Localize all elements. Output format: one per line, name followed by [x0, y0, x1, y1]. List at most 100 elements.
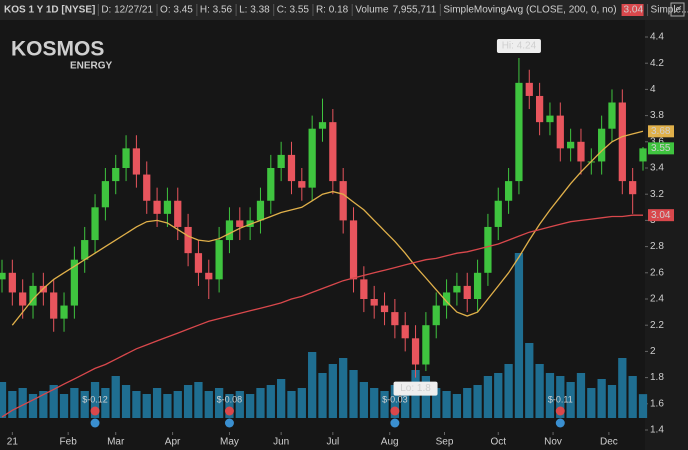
header-item: D: 12/27/21 [101, 5, 153, 16]
candle-body [184, 226, 192, 254]
header-item: L: 3.38 [239, 5, 270, 16]
candle-body [380, 305, 389, 313]
volume-bar [380, 391, 389, 418]
volume-bar [121, 385, 131, 418]
symbol: KOS 1 Y 1D [NYSE] [4, 5, 95, 16]
volume-bar [204, 391, 213, 418]
price-badge [648, 209, 674, 222]
volume-bar [401, 382, 410, 418]
candle-body [153, 200, 161, 214]
settings-line[interactable] [673, 5, 682, 14]
y-tick-label: 1.6 [650, 398, 664, 409]
x-tick-label: Apr [165, 437, 181, 448]
volume-bar [39, 391, 48, 418]
volume-bar [80, 391, 89, 418]
volume-bar [297, 388, 306, 418]
candle-body [442, 292, 451, 306]
candle-body [370, 299, 378, 306]
candle-body [463, 285, 471, 299]
candle-body [112, 168, 120, 182]
candle-body [494, 200, 502, 227]
x-tick-label: May [220, 437, 239, 448]
volume-bar [349, 370, 358, 418]
candle-body [163, 200, 172, 214]
candle-body [360, 279, 368, 299]
volume-bar [152, 388, 162, 418]
earnings-icon [390, 406, 400, 416]
candle-body [8, 272, 16, 293]
candle-body [70, 259, 78, 306]
earnings-label: $-0.12 [82, 394, 108, 404]
x-tick-label: Dec [600, 437, 618, 448]
y-tick-label: 2.6 [650, 267, 664, 278]
earnings-icon [90, 406, 100, 416]
price-badge-label: 3.55 [651, 143, 671, 154]
candle-body [567, 141, 575, 149]
volume-bar [90, 382, 100, 418]
volume-bar [587, 388, 596, 418]
candle-body [391, 312, 399, 326]
volume-bar [370, 388, 379, 418]
candle-body [504, 181, 513, 201]
annotation-text: Lo: 1.8 [400, 383, 431, 394]
header-item: H: 3.56 [200, 5, 233, 16]
volume-bar [163, 394, 172, 418]
candle-body [225, 220, 234, 241]
volume-bar [597, 379, 606, 418]
dividend-icon [555, 418, 565, 428]
x-tick-label: Mar [107, 437, 125, 448]
volume-bar [421, 376, 431, 418]
moving-average [1, 214, 643, 418]
volume-bar [225, 394, 234, 418]
candle-body [91, 207, 99, 241]
volume-bar [442, 391, 451, 418]
logo-name: KOSMOS [11, 38, 104, 61]
candle-body [29, 285, 37, 306]
volume-bar [142, 394, 151, 418]
volume-bar [535, 364, 544, 418]
candle-body [453, 285, 461, 293]
y-tick-label: 2.4 [650, 294, 664, 305]
volume-bar [287, 391, 296, 418]
settings-box[interactable] [670, 2, 685, 17]
volume-bar [545, 373, 555, 418]
volume-bar [18, 388, 27, 418]
y-tick-label: 3.4 [650, 163, 664, 174]
volume-bar [318, 373, 327, 418]
volume-bar [463, 388, 472, 418]
y-tick-label: 3.6 [650, 136, 664, 147]
candle-body [329, 122, 337, 182]
moving-average [11, 130, 644, 326]
price-axis [645, 20, 688, 450]
annotation-box [393, 381, 438, 396]
earnings-label: $-0.11 [548, 394, 573, 404]
volume-bar [638, 394, 648, 418]
candle-body [618, 102, 626, 182]
volume-bar [514, 253, 524, 418]
candle-body [215, 240, 223, 280]
volume-bar [132, 391, 141, 418]
volume-bar [339, 358, 348, 418]
volume-bar [483, 376, 493, 418]
header-item: Simple... [651, 5, 688, 16]
volume-bar [432, 388, 441, 418]
volume-bar [59, 394, 69, 418]
volume-bar [473, 385, 482, 418]
x-tick-label: Nov [544, 437, 562, 448]
volume-bar [504, 364, 513, 418]
candle-body [287, 154, 296, 182]
candle-body [422, 325, 430, 365]
volume-bar [576, 373, 586, 418]
candle-body [256, 200, 265, 221]
header-items: D: 12/27/21 O: 3.45 H: 3.56 L: 3.38 C: 3.55 R… [97, 4, 688, 16]
candle-body [298, 181, 306, 188]
volume-bar [245, 394, 255, 418]
earnings-label: $-0.03 [382, 394, 408, 404]
dividend-icon [390, 418, 400, 428]
settings-icon[interactable] [670, 2, 685, 17]
volume-bar [628, 376, 637, 418]
candle-body [577, 141, 585, 162]
candle-body [556, 115, 564, 149]
volume-bar [214, 388, 224, 418]
